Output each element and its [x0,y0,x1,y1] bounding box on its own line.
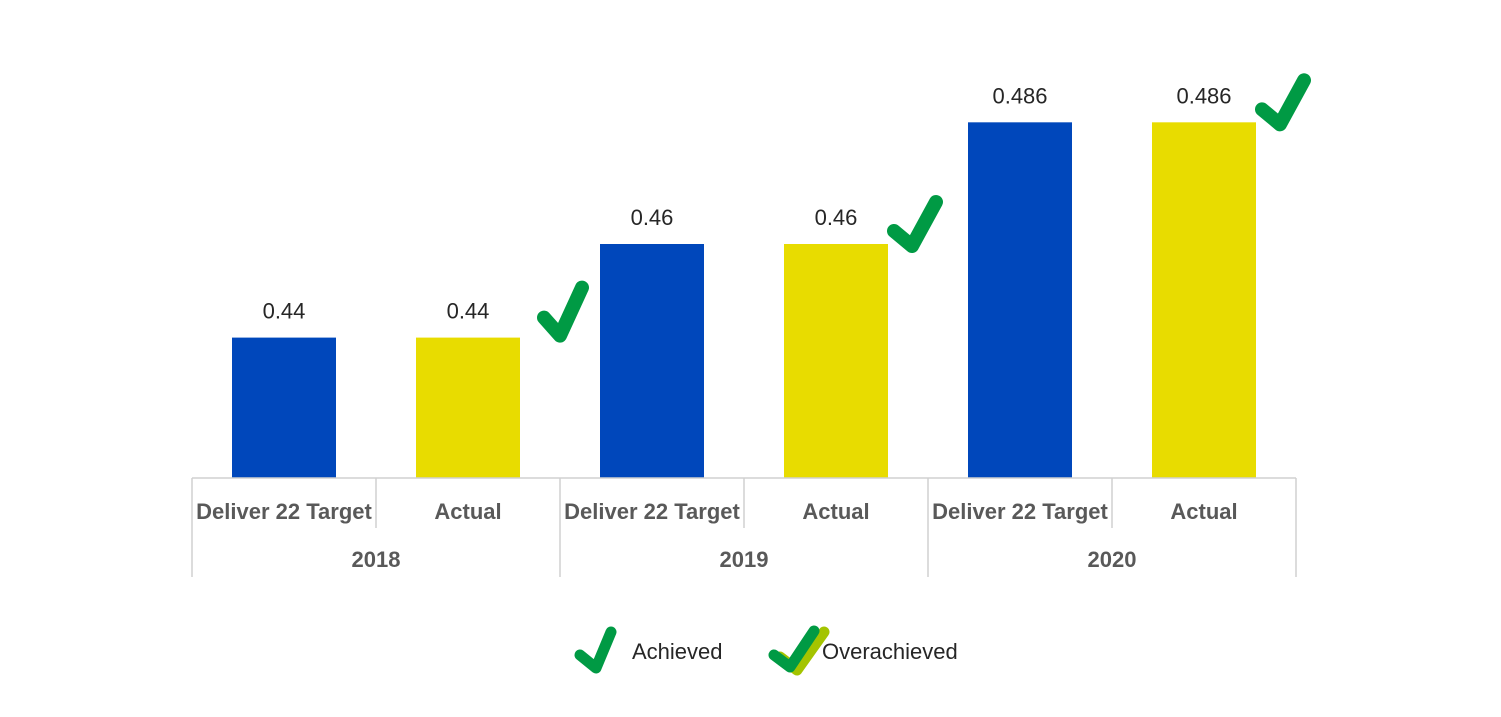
double-check-icon [768,625,820,673]
bar [784,244,888,478]
overachieved-check-icon [1255,73,1311,132]
data-label: 0.486 [1176,83,1231,108]
check-icon [574,626,617,674]
data-label: 0.44 [263,299,306,324]
data-label: 0.46 [815,205,858,230]
data-label: 0.46 [631,205,674,230]
category-label: Actual [1170,499,1237,524]
category-label: Deliver 22 Target [564,499,740,524]
bar [232,337,336,478]
group-label: 2019 [720,547,769,572]
category-label: Deliver 22 Target [196,499,372,524]
data-label: 0.486 [992,83,1047,108]
group-label: 2018 [352,547,401,572]
bar [1152,122,1256,478]
achieved-check-icon [537,280,589,343]
legend-item-achieved: Achieved [574,626,723,674]
bar [968,122,1072,478]
legend-item-overachieved: Overachieved [768,625,958,676]
category-label: Deliver 22 Target [932,499,1108,524]
bars-layer: 0.44 0.44 0.46 0.46 0.486 0.486 [232,83,1256,478]
category-label: Actual [802,499,869,524]
group-label: 2020 [1088,547,1137,572]
achieved-check-icon [887,195,943,253]
data-label: 0.44 [447,299,490,324]
bar [600,244,704,478]
bar [416,337,520,478]
legend-label-overachieved: Overachieved [822,639,958,664]
legend: Achieved Overachieved [574,625,958,676]
category-axis: 2018 Deliver 22 Target Actual 2019 Deliver 2… [191,477,1297,577]
category-label: Actual [434,499,501,524]
legend-label-achieved: Achieved [632,639,723,664]
check-marks-layer [537,73,1311,343]
